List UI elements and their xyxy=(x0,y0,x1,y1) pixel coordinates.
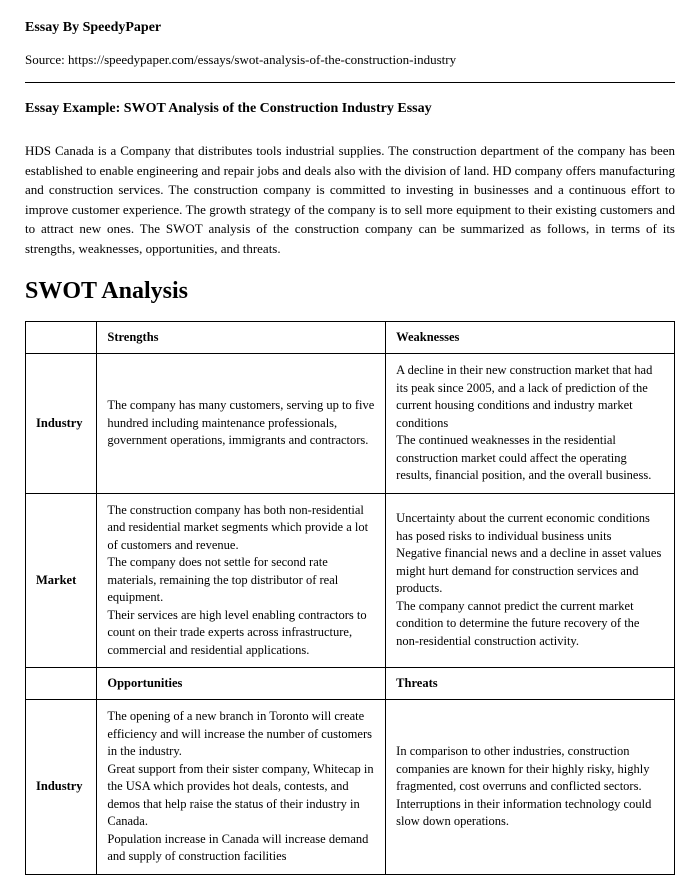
source-url: https://speedypaper.com/essays/swot-anal… xyxy=(68,52,456,67)
source-line: Source: https://speedypaper.com/essays/s… xyxy=(25,52,675,68)
industry-opportunities-cell: The opening of a new branch in Toronto w… xyxy=(97,700,386,875)
opportunities-header: Opportunities xyxy=(97,668,386,700)
market-weaknesses-cell: Uncertainty about the current economic c… xyxy=(386,493,675,668)
empty-header-cell-ot xyxy=(26,668,97,700)
row-label-industry: Industry xyxy=(26,354,97,494)
intro-paragraph: HDS Canada is a Company that distributes… xyxy=(25,141,675,258)
table-row-industry-ot: Industry The opening of a new branch in … xyxy=(26,700,675,875)
divider xyxy=(25,82,675,83)
table-row-industry-sw: Industry The company has many customers,… xyxy=(26,354,675,494)
section-heading: SWOT Analysis xyxy=(25,278,675,305)
essay-title: Essay Example: SWOT Analysis of the Cons… xyxy=(25,101,675,117)
row-label-industry-ot: Industry xyxy=(26,700,97,875)
market-strengths-cell: The construction company has both non-re… xyxy=(97,493,386,668)
swot-table: Strengths Weaknesses Industry The compan… xyxy=(25,321,675,875)
table-header-row-sw: Strengths Weaknesses xyxy=(26,322,675,354)
industry-weaknesses-cell: A decline in their new construction mark… xyxy=(386,354,675,494)
strengths-header: Strengths xyxy=(97,322,386,354)
row-label-market: Market xyxy=(26,493,97,668)
industry-strengths-cell: The company has many customers, serving … xyxy=(97,354,386,494)
source-prefix: Source: xyxy=(25,52,68,67)
essay-byline: Essay By SpeedyPaper xyxy=(25,20,675,36)
threats-header: Threats xyxy=(386,668,675,700)
weaknesses-header: Weaknesses xyxy=(386,322,675,354)
table-header-row-ot: Opportunities Threats xyxy=(26,668,675,700)
table-row-market-sw: Market The construction company has both… xyxy=(26,493,675,668)
empty-header-cell xyxy=(26,322,97,354)
industry-threats-cell: In comparison to other industries, const… xyxy=(386,700,675,875)
